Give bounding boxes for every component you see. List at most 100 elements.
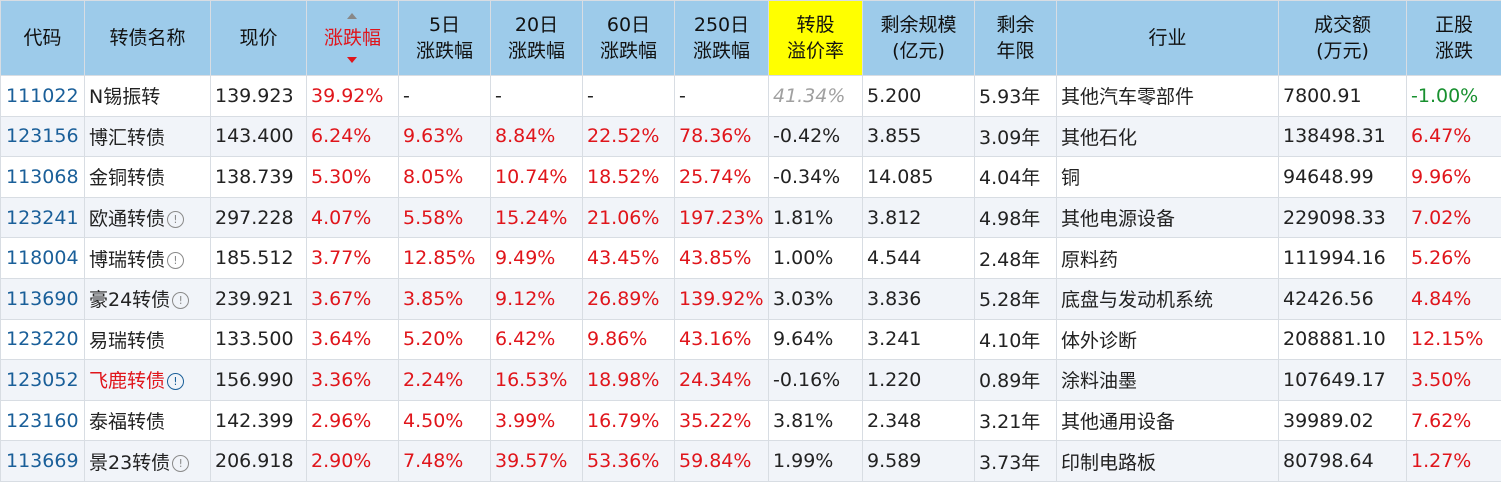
- header-volume[interactable]: 成交额 (万元): [1278, 0, 1407, 76]
- bond-code-link[interactable]: 123052: [0, 359, 85, 401]
- change-5d-cell: 9.63%: [398, 115, 491, 158]
- bond-code-link[interactable]: 113669: [0, 440, 85, 482]
- header-change[interactable]: 涨跌幅: [306, 0, 399, 76]
- bond-name[interactable]: 豪24转债: [89, 289, 171, 312]
- scale-cell: 9.589: [862, 440, 975, 482]
- years-cell: 3.73年: [974, 440, 1057, 482]
- header-250d[interactable]: 250日 涨跌幅: [674, 0, 769, 76]
- volume-cell: 208881.10: [1278, 318, 1407, 361]
- info-icon[interactable]: !: [167, 251, 185, 269]
- info-icon[interactable]: !: [167, 211, 185, 229]
- header-industry[interactable]: 行业: [1056, 0, 1279, 76]
- price-cell: 239.921: [210, 277, 307, 320]
- header-20d[interactable]: 20日 涨跌幅: [490, 0, 583, 76]
- bond-name[interactable]: 博汇转债: [89, 126, 166, 149]
- bond-name-cell[interactable]: 飞鹿转债!: [84, 359, 211, 401]
- header-years[interactable]: 剩余 年限: [974, 0, 1057, 76]
- industry-cell: 原料药: [1056, 237, 1279, 279]
- change-20d-cell: 9.49%: [490, 237, 583, 279]
- header-years-line1: 剩余: [996, 14, 1035, 36]
- bond-code-link[interactable]: 123160: [0, 399, 85, 442]
- bond-name-cell[interactable]: 泰福转债: [84, 399, 211, 442]
- change-20d-cell: 8.84%: [490, 115, 583, 158]
- change-cell: 3.64%: [306, 318, 399, 361]
- bond-name-cell[interactable]: 博瑞转债!: [84, 237, 211, 279]
- volume-cell: 42426.56: [1278, 277, 1407, 320]
- table-row: 123156 博汇转债 143.400 6.24% 9.63% 8.84% 22…: [0, 115, 1501, 158]
- header-code-label: 代码: [23, 27, 62, 49]
- header-60d[interactable]: 60日 涨跌幅: [582, 0, 675, 76]
- scale-cell: 5.200: [862, 75, 975, 117]
- years-cell: 5.28年: [974, 277, 1057, 320]
- stock-change-cell: 6.47%: [1406, 115, 1501, 158]
- header-code[interactable]: 代码: [0, 0, 85, 76]
- bond-name-cell[interactable]: 景23转债!: [84, 440, 211, 482]
- change-20d-cell: 15.24%: [490, 196, 583, 239]
- change-60d-cell: -: [582, 75, 675, 117]
- header-scale[interactable]: 剩余规模 (亿元): [862, 0, 975, 76]
- header-years-line2: 年限: [996, 40, 1035, 62]
- change-5d-cell: -: [398, 75, 491, 117]
- header-premium-line2: 溢价率: [786, 40, 844, 62]
- change-20d-cell: 3.99%: [490, 399, 583, 442]
- header-60d-line2: 涨跌幅: [599, 40, 657, 62]
- price-cell: 133.500: [210, 318, 307, 361]
- header-stock-line2: 涨跌: [1434, 40, 1473, 62]
- bond-name-cell[interactable]: N锡振转: [84, 75, 211, 117]
- bond-code-link[interactable]: 123220: [0, 318, 85, 361]
- header-stock-change[interactable]: 正股 涨跌: [1406, 0, 1501, 76]
- header-scale-line2: (亿元): [892, 40, 945, 62]
- change-250d-cell: 139.92%: [674, 277, 769, 320]
- bond-name-cell[interactable]: 易瑞转债: [84, 318, 211, 361]
- header-premium[interactable]: 转股 溢价率: [768, 0, 863, 76]
- header-5d[interactable]: 5日 涨跌幅: [398, 0, 491, 76]
- stock-change-cell: 3.50%: [1406, 359, 1501, 401]
- industry-cell: 铜: [1056, 156, 1279, 198]
- change-5d-cell: 5.20%: [398, 318, 491, 361]
- header-price[interactable]: 现价: [210, 0, 307, 76]
- header-name-label: 转债名称: [109, 27, 186, 49]
- table-row: 123052 飞鹿转债! 156.990 3.36% 2.24% 16.53% …: [0, 359, 1501, 401]
- sort-up-icon: [347, 13, 358, 19]
- bond-name[interactable]: 泰福转债: [89, 411, 166, 434]
- bond-name[interactable]: 金铜转债: [89, 167, 166, 190]
- bond-name[interactable]: 易瑞转债: [89, 329, 166, 352]
- info-icon[interactable]: !: [167, 373, 185, 391]
- years-cell: 3.09年: [974, 115, 1057, 158]
- bond-name-cell[interactable]: 金铜转债: [84, 156, 211, 198]
- bond-name[interactable]: N锡振转: [89, 86, 161, 109]
- industry-cell: 印制电路板: [1056, 440, 1279, 482]
- bond-name[interactable]: 景23转债: [89, 451, 171, 474]
- bond-name[interactable]: 飞鹿转债: [89, 370, 166, 393]
- header-name[interactable]: 转债名称: [84, 0, 211, 76]
- change-cell: 6.24%: [306, 115, 399, 158]
- stock-change-cell: 9.96%: [1406, 156, 1501, 198]
- bond-name-cell[interactable]: 欧通转债!: [84, 196, 211, 239]
- volume-cell: 7800.91: [1278, 75, 1407, 117]
- bond-name[interactable]: 博瑞转债: [89, 248, 166, 271]
- bond-code-link[interactable]: 123241: [0, 196, 85, 239]
- bond-code-link[interactable]: 118004: [0, 237, 85, 279]
- industry-cell: 其他通用设备: [1056, 399, 1279, 442]
- sort-down-icon: [347, 57, 358, 63]
- price-cell: 297.228: [210, 196, 307, 239]
- info-icon[interactable]: !: [172, 454, 190, 472]
- bond-code-link[interactable]: 123156: [0, 115, 85, 158]
- price-cell: 142.399: [210, 399, 307, 442]
- bond-code-link[interactable]: 113068: [0, 156, 85, 198]
- change-5d-cell: 4.50%: [398, 399, 491, 442]
- premium-cell: 1.81%: [768, 196, 863, 239]
- stock-change-cell: 5.26%: [1406, 237, 1501, 279]
- bond-name-cell[interactable]: 博汇转债: [84, 115, 211, 158]
- bond-name-cell[interactable]: 豪24转债!: [84, 277, 211, 320]
- info-icon[interactable]: !: [172, 292, 190, 310]
- premium-cell: 9.64%: [768, 318, 863, 361]
- change-60d-cell: 18.52%: [582, 156, 675, 198]
- sort-indicator: 涨跌幅: [324, 13, 381, 63]
- header-volume-line1: 成交额: [1313, 14, 1371, 36]
- bond-code-link[interactable]: 111022: [0, 75, 85, 117]
- bond-code-link[interactable]: 113690: [0, 277, 85, 320]
- change-20d-cell: 16.53%: [490, 359, 583, 401]
- bond-name[interactable]: 欧通转债: [89, 208, 166, 231]
- change-5d-cell: 2.24%: [398, 359, 491, 401]
